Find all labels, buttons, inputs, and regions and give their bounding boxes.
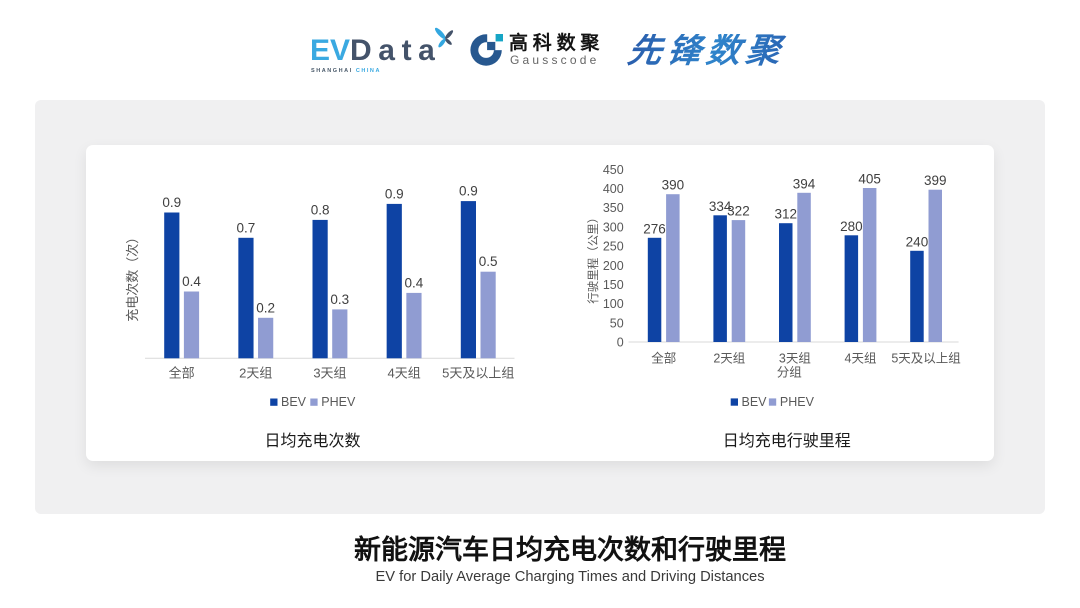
svg-text:2天组: 2天组 bbox=[239, 366, 272, 381]
svg-text:0.7: 0.7 bbox=[237, 220, 256, 235]
svg-text:0.8: 0.8 bbox=[311, 202, 330, 217]
svg-text:4天组: 4天组 bbox=[387, 366, 420, 381]
svg-text:全部: 全部 bbox=[169, 366, 195, 381]
svg-text:0.4: 0.4 bbox=[182, 274, 201, 289]
svg-text:0.9: 0.9 bbox=[385, 186, 404, 201]
svg-text:390: 390 bbox=[662, 178, 685, 193]
svg-text:250: 250 bbox=[603, 240, 624, 254]
svg-text:0.9: 0.9 bbox=[459, 184, 478, 199]
svg-text:240: 240 bbox=[906, 234, 929, 249]
svg-text:300: 300 bbox=[603, 220, 624, 234]
svg-text:399: 399 bbox=[924, 173, 947, 188]
svg-text:2天组: 2天组 bbox=[713, 352, 745, 366]
svg-text:0.2: 0.2 bbox=[256, 300, 275, 315]
svg-text:405: 405 bbox=[858, 172, 881, 187]
svg-text:充电次数（次）: 充电次数（次） bbox=[125, 231, 140, 322]
svg-text:PHEV: PHEV bbox=[780, 395, 815, 409]
svg-text:全部: 全部 bbox=[651, 351, 676, 366]
svg-text:200: 200 bbox=[603, 259, 624, 273]
svg-text:350: 350 bbox=[603, 201, 624, 215]
svg-text:0: 0 bbox=[617, 336, 624, 350]
svg-text:334: 334 bbox=[709, 199, 732, 214]
svg-text:分组: 分组 bbox=[777, 366, 802, 380]
svg-text:394: 394 bbox=[793, 176, 816, 191]
svg-text:3天组: 3天组 bbox=[313, 366, 346, 381]
svg-text:0.4: 0.4 bbox=[405, 275, 424, 290]
svg-text:日均充电次数: 日均充电次数 bbox=[264, 432, 360, 450]
svg-text:BEV: BEV bbox=[742, 395, 768, 409]
svg-text:5天及以上组: 5天及以上组 bbox=[891, 352, 960, 366]
svg-text:5天及以上组: 5天及以上组 bbox=[442, 366, 514, 381]
svg-text:3天组: 3天组 bbox=[779, 352, 811, 366]
svg-text:BEV: BEV bbox=[281, 395, 307, 409]
svg-text:322: 322 bbox=[727, 204, 750, 219]
svg-text:100: 100 bbox=[603, 297, 624, 311]
svg-text:日均充电行驶里程: 日均充电行驶里程 bbox=[723, 432, 851, 450]
svg-text:450: 450 bbox=[603, 163, 624, 177]
svg-text:PHEV: PHEV bbox=[321, 395, 356, 409]
svg-text:行驶里程（公里）: 行驶里程（公里） bbox=[586, 212, 600, 304]
svg-text:400: 400 bbox=[603, 182, 624, 196]
svg-text:312: 312 bbox=[774, 207, 797, 222]
svg-text:4天组: 4天组 bbox=[845, 352, 877, 366]
svg-text:50: 50 bbox=[610, 316, 624, 330]
svg-text:0.5: 0.5 bbox=[479, 254, 498, 269]
svg-text:150: 150 bbox=[603, 278, 624, 292]
svg-text:0.9: 0.9 bbox=[162, 195, 181, 210]
svg-text:280: 280 bbox=[840, 219, 863, 234]
svg-text:0.3: 0.3 bbox=[330, 292, 349, 307]
svg-text:276: 276 bbox=[643, 221, 666, 236]
